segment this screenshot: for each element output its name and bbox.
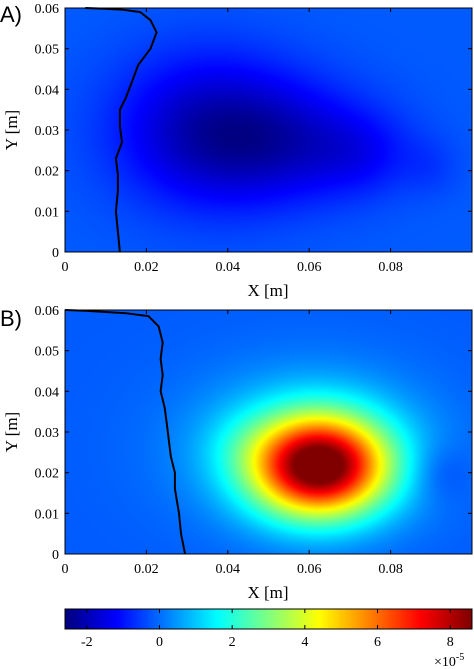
x-axis-label: X [m]	[247, 281, 288, 300]
y-tick-label: 0.01	[35, 507, 60, 522]
y-tick-label: 0	[52, 246, 59, 261]
interface-line	[85, 7, 158, 253]
panel-a: A) 0 0.02 0.04 0.06 0.08 0 0.01 0.02 0.03 0.04 0.0…	[0, 2, 473, 300]
y-tick-label: 0.06	[35, 2, 60, 17]
axis-ticks: 0 0.02 0.04 0.06 0.08 0 0.01 0.02 0.03 0.04 0.05 0.…	[35, 2, 472, 275]
x-tick-label: 0.08	[378, 260, 403, 275]
y-tick-label: 0	[52, 548, 59, 563]
y-tick-label: 0.04	[35, 83, 60, 98]
colorbar-tick-label: 4	[301, 635, 308, 650]
colorbar-tick-label: 6	[374, 635, 381, 650]
colorbar-frame	[64, 608, 473, 630]
axis-ticks: 0 0.02 0.04 0.06 0.08 0 0.01 0.02 0.03 0.04 0.05 0.…	[35, 304, 472, 577]
x-tick-label: 0.06	[297, 562, 322, 577]
colorbar-multiplier-base: ×10	[434, 655, 456, 669]
colorbar-gradient	[65, 609, 472, 629]
x-axis-label: X [m]	[247, 583, 288, 602]
y-tick-label: 0.04	[35, 385, 60, 400]
colorbar-multiplier-exponent: -5	[456, 652, 464, 663]
y-tick-label: 0.06	[35, 304, 60, 319]
y-tick-label: 0.05	[35, 345, 60, 360]
panel-label: A)	[0, 2, 22, 27]
x-tick-label: 0.02	[134, 562, 159, 577]
y-axis-label: Y [m]	[2, 110, 21, 150]
x-tick-label: 0.02	[134, 260, 159, 275]
x-tick-label: 0.04	[216, 260, 241, 275]
x-tick-label: 0.06	[297, 260, 322, 275]
x-tick-label: 0	[62, 562, 69, 577]
colorbar-tick-label: -2	[81, 635, 93, 650]
colorbar-tick-label: 2	[229, 635, 236, 650]
y-tick-label: 0.02	[35, 165, 60, 180]
y-tick-label: 0.03	[35, 426, 60, 441]
x-tick-label: 0	[62, 260, 69, 275]
y-tick-label: 0.05	[35, 43, 60, 58]
x-tick-label: 0.08	[378, 562, 403, 577]
y-tick-label: 0.01	[35, 205, 60, 220]
y-tick-label: 0.02	[35, 467, 60, 482]
colorbar-ticks: -2 0 2 4 6 8	[81, 609, 454, 650]
panel-label: B)	[0, 306, 22, 331]
colorbar-tick-label: 0	[156, 635, 163, 650]
y-tick-label: 0.03	[35, 124, 60, 139]
heatmap-image	[65, 310, 472, 554]
colorbar-tick-label: 8	[447, 635, 454, 650]
colorbar-multiplier: ×10-5	[434, 652, 464, 669]
heatmap-image	[65, 8, 472, 252]
x-tick-label: 0.04	[216, 562, 241, 577]
interface-line	[64, 309, 187, 555]
panel-b: B) 0 0.02 0.04 0.06 0.08 0 0.01 0.02 0.03 0.04 0.0…	[0, 304, 473, 602]
y-axis-label: Y [m]	[2, 412, 21, 452]
colorbar: -2 0 2 4 6 8 ×10-5	[64, 608, 473, 669]
